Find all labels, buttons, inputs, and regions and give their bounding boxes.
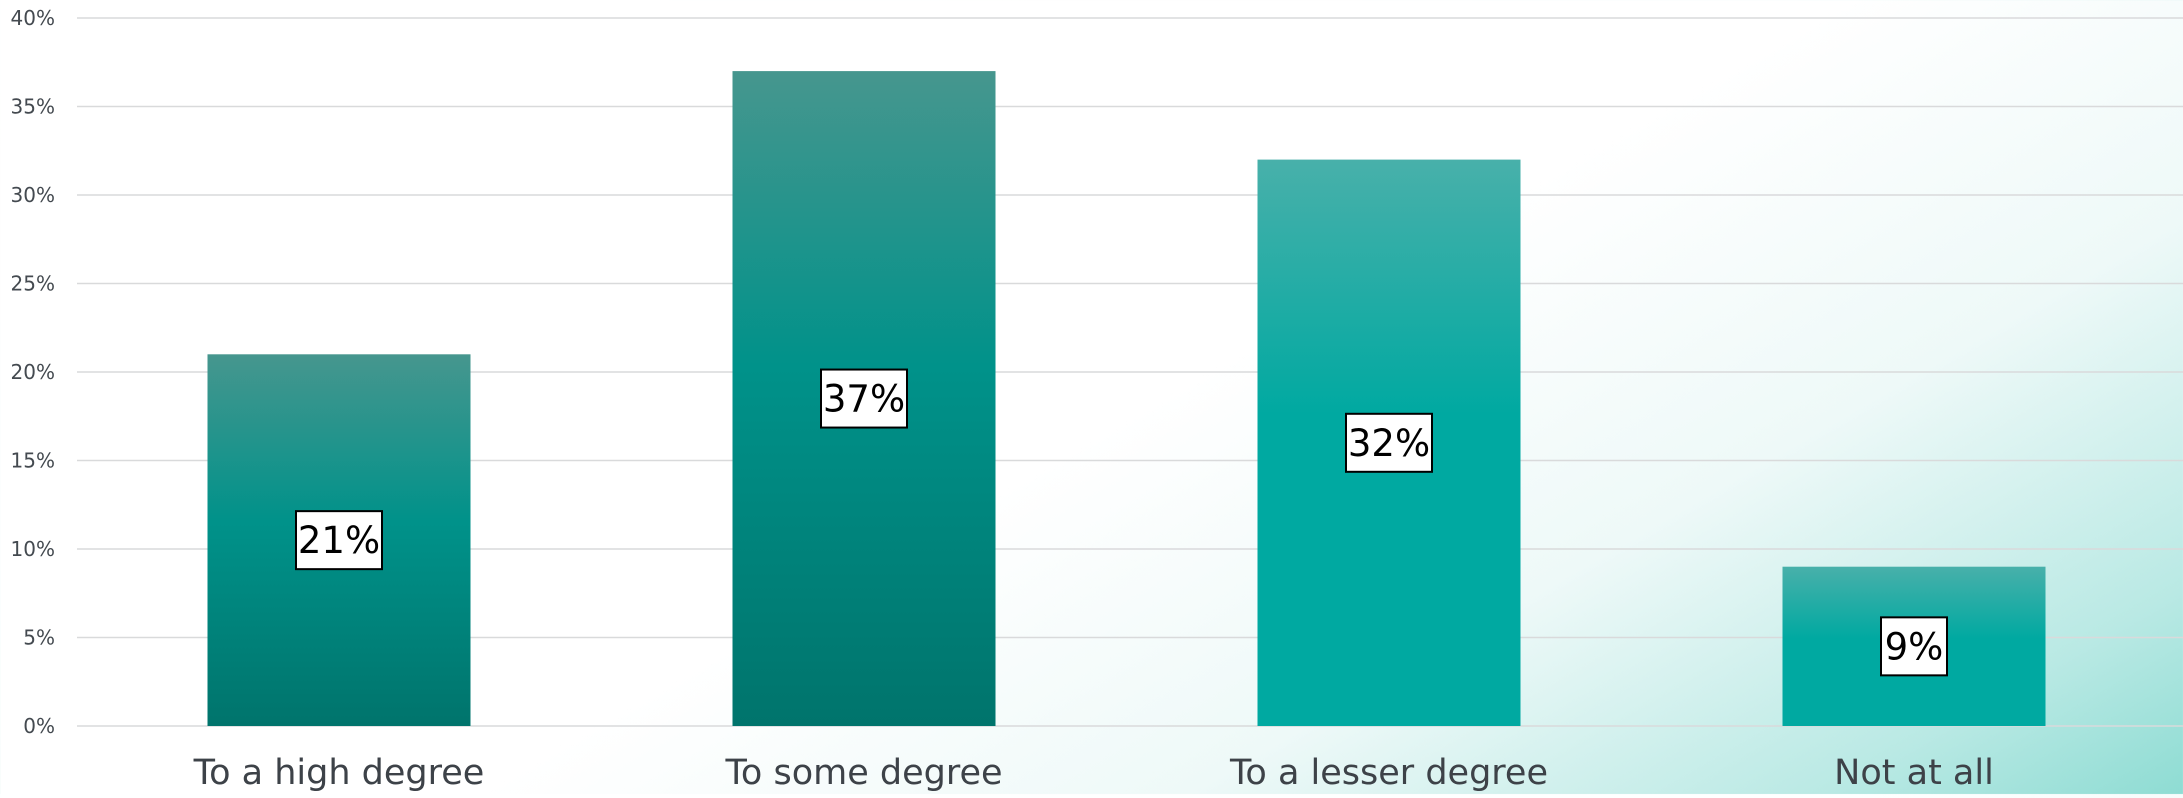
x-category-label: To some degree xyxy=(724,753,1002,793)
data-label: 21% xyxy=(298,519,380,562)
y-tick-label: 30% xyxy=(11,183,55,207)
y-tick-label: 15% xyxy=(11,449,55,473)
x-category-label: To a lesser degree xyxy=(1229,753,1548,793)
x-category-label: To a high degree xyxy=(193,753,485,793)
bars xyxy=(207,71,2046,727)
y-tick-label: 5% xyxy=(23,626,55,650)
y-axis-tick-labels: 0% 5% 10% 15% 20% 25% 30% 35% 40% xyxy=(11,6,55,738)
data-label-box xyxy=(295,510,383,571)
y-tick-label: 25% xyxy=(11,272,55,296)
data-label: 37% xyxy=(823,378,905,421)
y-tick-label: 20% xyxy=(11,360,55,384)
data-label-box xyxy=(1880,616,1948,677)
y-tick-label: 40% xyxy=(11,6,55,30)
x-axis-category-labels: To a high degree To some degree To a lesse… xyxy=(193,753,1994,793)
y-tick-label: 35% xyxy=(11,95,55,119)
y-tick-label: 10% xyxy=(11,537,55,561)
data-labels: 21% 37% 32% 9% xyxy=(295,368,1948,677)
data-label: 9% xyxy=(1885,625,1944,668)
data-label-box xyxy=(820,368,908,429)
data-label: 32% xyxy=(1348,422,1430,465)
y-tick-label: 0% xyxy=(23,714,55,738)
x-category-label: Not at all xyxy=(1834,753,1994,793)
data-label-box xyxy=(1345,412,1433,473)
